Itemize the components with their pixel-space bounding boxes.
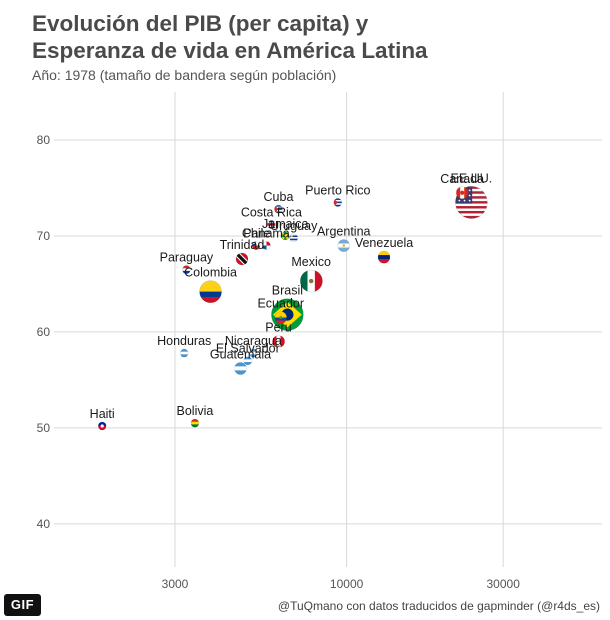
panama-flag-marker (262, 241, 271, 250)
x-tick-label: 30000 (487, 577, 521, 591)
peru-flag-outline (272, 335, 285, 348)
venezuela-flag-outline (377, 250, 391, 264)
uruguay-flag-outline (289, 233, 299, 243)
country-label: Peru (265, 320, 291, 334)
country-label: Honduras (157, 334, 211, 348)
cuba-flag-marker (274, 205, 283, 214)
country-label: El Salvador (216, 342, 280, 356)
venezuela-flag-marker (378, 251, 391, 264)
panama-flag-outline (262, 241, 271, 250)
honduras-flag-marker (180, 349, 189, 358)
country-label: Bolivia (177, 404, 214, 418)
country-label: Brasil (272, 284, 303, 298)
chart-title-line-1: Evolución del PIB (per capita) y (32, 11, 369, 36)
el-salvador-flag-marker (243, 356, 252, 365)
country-label: Ecuador (257, 297, 304, 311)
nicaragua-flag-marker (249, 349, 258, 358)
argentina-flag-marker (337, 239, 350, 252)
x-tick-label: 3000 (162, 577, 189, 591)
country-label: Jamaica (262, 217, 309, 231)
paraguay-flag-outline (182, 265, 191, 274)
colombia-flag-marker (199, 280, 222, 303)
country-label: Chile (242, 227, 271, 241)
country-label: Haiti (90, 407, 115, 421)
chart-title: Evolución del PIB (per capita) y Esperan… (32, 10, 592, 64)
country-label: Colombia (184, 266, 237, 280)
country-label: Trinidad (220, 238, 265, 252)
el-salvador-flag-outline (243, 356, 253, 365)
country-label: Canada (440, 172, 484, 186)
guatemala-flag-marker (234, 362, 247, 375)
usa-flag-outline (455, 186, 488, 219)
axis-ticks: 3000 10000 30000 40 50 60 70 80 (37, 133, 521, 591)
country-label: Nicaragua (225, 334, 282, 348)
grid (54, 92, 602, 567)
canada-flag-marker (456, 186, 469, 199)
y-tick-label: 40 (37, 517, 51, 531)
argentina-flag-outline (337, 239, 351, 252)
trinidad-flag-marker (235, 252, 248, 265)
puerto-rico-flag-outline (333, 198, 343, 207)
country-label: Mexico (291, 255, 331, 269)
colombia-flag-outline (199, 280, 222, 303)
brasil-flag-outline (271, 298, 304, 331)
puerto-rico-flag-marker (333, 198, 342, 207)
uruguay-flag-marker (289, 233, 298, 243)
ecuador-flag-outline (274, 311, 288, 324)
costa-rica-flag-marker (267, 220, 276, 229)
country-label: Uruguay (270, 219, 318, 233)
nicaragua-flag-outline (249, 348, 258, 358)
jamaica-flag-outline (280, 231, 290, 241)
country-label: EE.UU. (451, 171, 493, 185)
gif-badge: GIF (4, 594, 41, 616)
flag-markers (97, 186, 488, 431)
paraguay-flag-marker (182, 265, 191, 274)
y-tick-label: 50 (37, 421, 51, 435)
country-label: Guatemala (210, 347, 271, 361)
y-tick-label: 60 (37, 325, 51, 339)
jamaica-flag-marker (281, 231, 290, 240)
x-tick-label: 10000 (330, 577, 364, 591)
guatemala-flag-outline (234, 362, 247, 375)
country-label: Puerto Rico (305, 183, 370, 197)
source-caption: @TuQmano con datos traducidos de gapmind… (277, 599, 600, 613)
trinidad-flag-outline (235, 252, 249, 266)
costa-rica-flag-outline (267, 220, 276, 229)
bolivia-flag-marker (190, 419, 199, 428)
country-label: Panamá (243, 227, 290, 241)
mexico-flag-marker (300, 270, 323, 293)
country-label: Costa Rica (241, 205, 302, 219)
honduras-flag-outline (179, 348, 189, 358)
chile-flag-outline (251, 241, 261, 250)
haiti-flag-marker (98, 421, 107, 431)
country-label: Paraguay (160, 251, 214, 265)
y-tick-label: 70 (37, 229, 51, 243)
country-label: Cuba (264, 190, 294, 204)
country-label: Venezuela (355, 236, 413, 250)
ecuador-flag-marker (274, 311, 287, 324)
peru-flag-marker (272, 335, 285, 348)
mexico-flag-outline (299, 269, 323, 293)
y-tick-label: 80 (37, 133, 51, 147)
haiti-flag-outline (97, 421, 107, 431)
country-label: Argentina (317, 225, 371, 239)
canada-flag-outline (455, 186, 469, 200)
chart-subtitle: Año: 1978 (tamaño de bandera según pobla… (32, 67, 337, 83)
cuba-flag-outline (274, 204, 283, 214)
chile-flag-marker (252, 241, 261, 250)
bolivia-flag-outline (190, 418, 200, 428)
chart-title-line-2: Esperanza de vida en América Latina (32, 38, 428, 63)
